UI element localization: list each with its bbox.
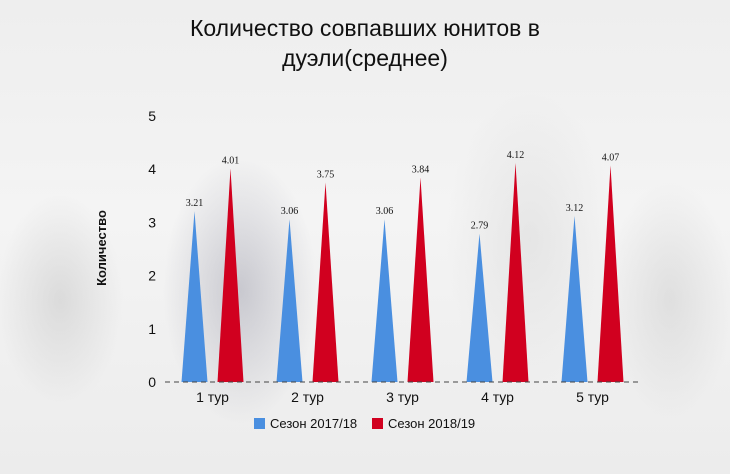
y-tick-label: 5	[148, 108, 156, 124]
y-tick-label: 3	[148, 214, 156, 230]
y-tick-label: 4	[148, 161, 156, 177]
data-label: 4.01	[222, 156, 240, 167]
data-label: 3.06	[376, 206, 394, 217]
y-axis-label: Количество	[94, 210, 109, 286]
chart-title-line-2: дуэли(среднее)	[282, 45, 448, 71]
legend-swatch	[372, 418, 383, 429]
y-tick-label: 0	[148, 374, 156, 390]
bar-mark	[466, 233, 493, 382]
legend: Сезон 2017/18 Сезон 2018/19	[254, 416, 475, 431]
x-category-label: 3 тур	[386, 389, 419, 405]
legend-label: Сезон 2018/19	[388, 416, 475, 431]
bar-mark	[312, 182, 339, 382]
data-label: 3.75	[317, 170, 335, 181]
legend-label: Сезон 2017/18	[270, 416, 357, 431]
bar-mark	[407, 177, 434, 382]
data-label: 4.07	[602, 152, 620, 163]
bar-mark	[561, 216, 588, 382]
chart-marks: 3.21 4.01 3.06 3.75 3.06 3.84 2.79 4.12 3.12 4.07	[181, 150, 624, 382]
x-category-label: 2 тур	[291, 389, 324, 405]
x-axis-categories: 1 тур 2 тур 3 тур 4 тур 5 тур	[196, 389, 609, 405]
data-label: 3.12	[566, 203, 584, 214]
y-tick-label: 2	[148, 268, 156, 284]
x-category-label: 1 тур	[196, 389, 229, 405]
data-label: 3.84	[412, 165, 430, 176]
data-label: 2.79	[471, 221, 489, 232]
data-label: 4.12	[507, 150, 525, 161]
bar-mark	[371, 219, 398, 382]
bar-mark	[276, 219, 303, 382]
chart-title-line-1: Количество совпавших юнитов в	[190, 15, 540, 41]
bar-mark	[181, 211, 208, 382]
data-label: 3.21	[186, 198, 204, 209]
x-category-label: 4 тур	[481, 389, 514, 405]
y-axis-ticks: 0 1 2 3 4 5	[148, 108, 156, 390]
bar-mark	[597, 165, 624, 382]
bar-mark	[217, 168, 244, 382]
y-tick-label: 1	[148, 321, 156, 337]
x-category-label: 5 тур	[576, 389, 609, 405]
data-label: 3.06	[281, 206, 299, 217]
legend-swatch	[254, 418, 265, 429]
bar-mark	[502, 162, 529, 382]
